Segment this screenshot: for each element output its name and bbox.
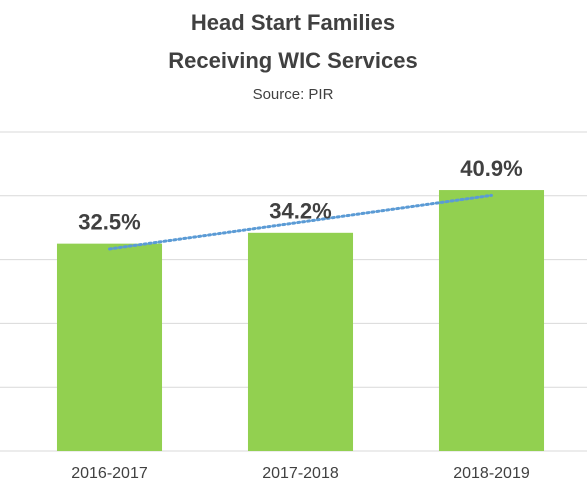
trendline bbox=[108, 193, 493, 251]
data-label: 32.5% bbox=[78, 209, 140, 234]
chart-title: Head Start Families bbox=[191, 10, 395, 35]
bar bbox=[247, 232, 354, 451]
chart-title: Receiving WIC Services bbox=[168, 48, 417, 73]
bar bbox=[56, 243, 163, 451]
x-tick-label: 2018-2019 bbox=[453, 465, 530, 482]
chart-subtitle: Source: PIR bbox=[253, 86, 334, 103]
data-label: 34.2% bbox=[269, 199, 331, 224]
x-tick-label: 2016-2017 bbox=[71, 465, 148, 482]
data-label: 40.9% bbox=[460, 156, 522, 181]
x-tick-label: 2017-2018 bbox=[262, 465, 339, 482]
bar bbox=[438, 190, 545, 452]
